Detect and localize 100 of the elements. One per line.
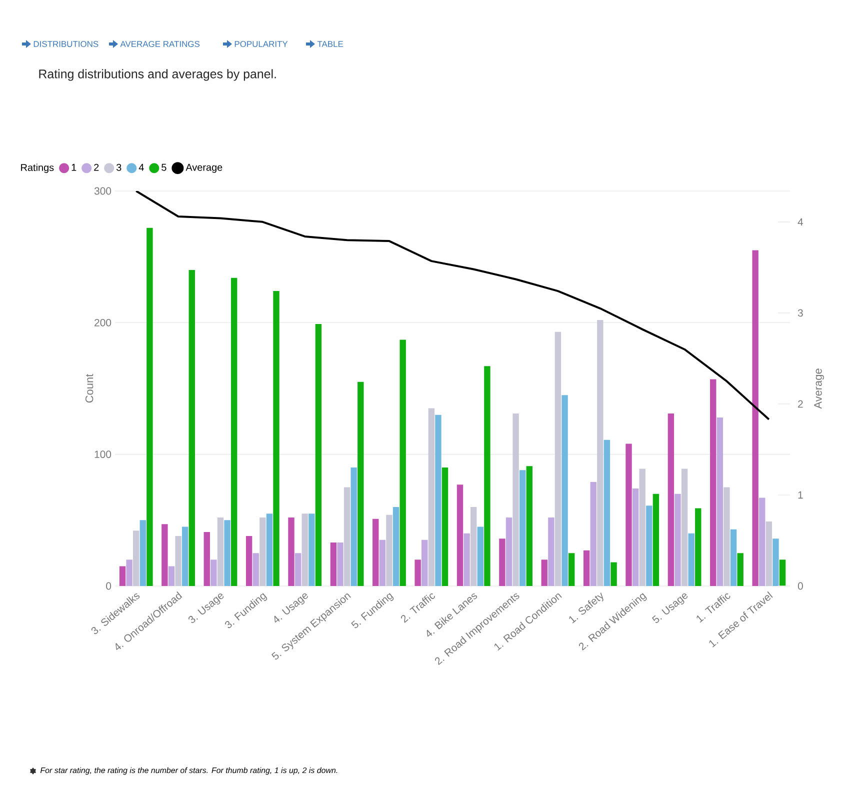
bar — [554, 332, 562, 586]
bar — [484, 366, 490, 586]
bar — [779, 560, 786, 586]
bar — [646, 506, 652, 586]
bar — [119, 566, 126, 586]
bar — [315, 324, 322, 586]
bar — [288, 518, 294, 586]
bar — [464, 533, 470, 586]
bar — [204, 532, 210, 586]
bar — [470, 506, 477, 586]
bar — [695, 508, 702, 586]
y2-tick-label: 0 — [798, 582, 803, 590]
bar — [337, 542, 344, 586]
bar — [759, 498, 766, 586]
y2-tick-label: 1 — [798, 491, 803, 499]
bar — [230, 278, 238, 586]
bar — [217, 518, 224, 586]
legend-label: Average — [186, 164, 222, 173]
y2-tick-label: 4 — [798, 218, 804, 226]
bar — [568, 553, 575, 586]
bar — [541, 560, 548, 586]
text: DISTRIBUTIONS — [34, 40, 98, 47]
bar — [688, 533, 694, 586]
text: POPULARITY — [234, 40, 288, 47]
bar — [519, 470, 526, 586]
bar — [512, 414, 519, 586]
bar — [626, 444, 632, 586]
bar — [294, 553, 302, 586]
bar — [772, 538, 779, 586]
bar — [246, 536, 252, 586]
text: AVERAGE RATINGS — [120, 40, 200, 47]
bar — [400, 340, 406, 586]
bar — [766, 521, 772, 586]
bar — [379, 540, 386, 586]
bar — [386, 514, 392, 586]
bar — [604, 440, 610, 586]
bar — [730, 529, 737, 586]
bar — [716, 417, 724, 586]
bar — [210, 560, 217, 586]
y-axis-title: Count — [85, 374, 94, 403]
legend-label: 3 — [116, 164, 122, 171]
y-tick-label: 100 — [94, 450, 112, 458]
bar — [308, 514, 315, 586]
bar — [639, 468, 646, 586]
bar — [710, 379, 716, 586]
bar — [562, 395, 568, 586]
legend-label: 4 — [138, 164, 144, 171]
bar — [358, 382, 364, 586]
y-tick-label: 0 — [106, 582, 112, 590]
y2-tick-label: 3 — [798, 309, 803, 317]
bar — [330, 542, 337, 586]
bar — [162, 524, 168, 586]
bar — [428, 408, 435, 586]
legend-label: 2 — [94, 164, 99, 171]
bar — [681, 468, 688, 586]
line-series — [135, 190, 770, 420]
bar — [182, 526, 188, 586]
bar — [344, 487, 350, 586]
bar — [548, 518, 554, 586]
text: TABLE — [317, 41, 344, 47]
legend-label: 5 — [162, 164, 166, 171]
bar — [133, 530, 140, 586]
bar — [737, 553, 744, 586]
bar — [422, 540, 428, 586]
bar — [674, 494, 681, 586]
bar — [140, 520, 146, 586]
bar — [350, 467, 357, 586]
bar — [668, 414, 674, 586]
bar — [266, 514, 273, 586]
bar — [442, 467, 448, 586]
bar — [302, 514, 308, 586]
legend-label: 1 — [72, 164, 76, 171]
chart-title: Rating distributions and averages by panel. — [39, 69, 276, 81]
bar — [499, 538, 506, 586]
bar — [724, 487, 730, 586]
bar — [126, 560, 132, 586]
y2-axis-title: Average — [814, 368, 824, 409]
bar — [260, 518, 266, 586]
bar — [146, 228, 153, 586]
bar — [224, 520, 230, 586]
legend-title: Ratings — [21, 164, 54, 173]
bar — [506, 518, 512, 586]
bar — [392, 506, 400, 586]
bar — [252, 553, 259, 586]
bar — [590, 482, 596, 586]
bar — [372, 518, 379, 586]
bar — [168, 566, 175, 586]
bar — [188, 270, 195, 586]
bar — [583, 550, 590, 586]
bar — [456, 484, 464, 586]
bar — [610, 562, 617, 586]
bar — [526, 466, 532, 586]
bar — [175, 536, 182, 586]
bar — [435, 414, 442, 586]
bar — [273, 291, 280, 586]
bar — [652, 494, 660, 586]
y-tick-label: 200 — [94, 318, 112, 326]
bar — [414, 560, 421, 586]
bar — [477, 526, 484, 586]
bar — [597, 320, 604, 586]
